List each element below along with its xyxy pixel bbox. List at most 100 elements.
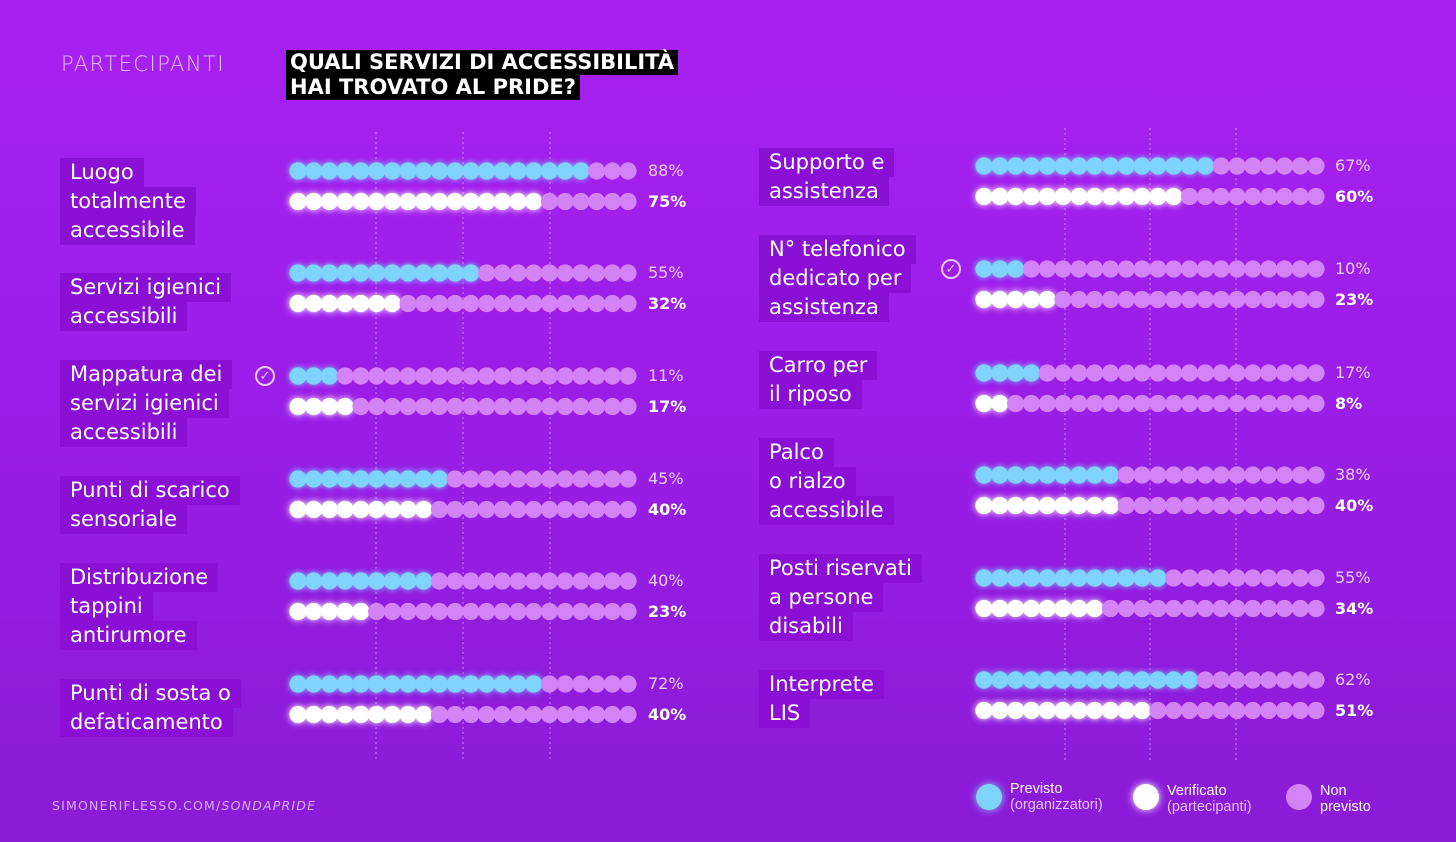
verificato-dot: [383, 705, 401, 724]
verificato-dot: [305, 397, 323, 416]
non-previsto-dot: [1244, 701, 1262, 720]
previsto-dot: [1038, 569, 1056, 587]
previsto-dot: [383, 264, 401, 282]
non-previsto-dot: [1133, 496, 1151, 515]
non-previsto-dot: [1307, 496, 1325, 515]
verificato-percentage: 40%: [1335, 495, 1374, 515]
previsto-dot: [305, 367, 323, 385]
verificato-dot: [368, 294, 386, 313]
non-previsto-dot: [603, 367, 621, 385]
category-label: Interprete LIS: [759, 670, 884, 728]
non-previsto-dot: [1307, 671, 1325, 689]
non-previsto-dot: [1038, 260, 1056, 278]
non-previsto-dot: [478, 602, 496, 621]
non-previsto-dot: [556, 367, 574, 385]
previsto-dot: [446, 264, 464, 282]
verificato-percentage: 32%: [648, 293, 687, 313]
category-label-line: il riposo: [759, 380, 862, 409]
non-previsto-dot: [415, 367, 433, 385]
non-previsto-dot: [556, 264, 574, 282]
verificato-dot: [991, 187, 1009, 206]
verificato-dot: [305, 602, 323, 621]
verificato-dot: [1070, 701, 1088, 720]
non-previsto-dot: [1086, 260, 1104, 278]
previsto-dot: [320, 367, 338, 385]
non-previsto-dot: [1275, 701, 1293, 720]
non-previsto-dot: [509, 264, 527, 282]
verificato-dot: [1054, 599, 1072, 618]
previsto-dot: [446, 675, 464, 693]
non-previsto-dot: [619, 192, 637, 211]
previsto-dot: [1165, 671, 1183, 689]
category-label: Posti riservati a persone disabili: [759, 554, 922, 641]
non-previsto-dot: [603, 470, 621, 488]
non-previsto-dot: [619, 500, 637, 519]
non-previsto-dot: [1291, 157, 1309, 175]
non-previsto-dot: [1212, 394, 1230, 413]
non-previsto-dot: [1275, 496, 1293, 515]
non-previsto-dot: [588, 602, 606, 621]
non-previsto-dot: [446, 705, 464, 724]
non-previsto-dot: [1307, 466, 1325, 484]
non-previsto-dot: [1101, 599, 1120, 618]
verificato-percentage: 40%: [648, 704, 687, 724]
non-previsto-dot: [509, 602, 527, 621]
non-previsto-dot: [1244, 671, 1262, 689]
previsto-dot: [1070, 157, 1088, 175]
verificato-percentage: 60%: [1335, 186, 1374, 206]
non-previsto-dot: [1228, 569, 1246, 587]
non-previsto-dot: [1291, 290, 1309, 309]
previsto-dot: [336, 470, 354, 488]
non-previsto-dot: [430, 572, 448, 590]
non-previsto-dot: [1275, 569, 1293, 587]
previsto-dot: [1054, 157, 1072, 175]
non-previsto-dot: [588, 572, 606, 590]
category-label-line: assistenza: [759, 293, 889, 322]
non-previsto-dot: [525, 294, 543, 313]
non-previsto-dot: [1133, 394, 1151, 413]
non-previsto-dot: [1086, 394, 1104, 413]
non-previsto-dot: [1165, 364, 1183, 382]
non-previsto-dot: [368, 397, 386, 416]
previsto-dot: [352, 162, 370, 180]
non-previsto-dot: [556, 705, 574, 724]
previsto-dot: [305, 264, 323, 282]
non-previsto-dot: [1244, 569, 1262, 587]
non-previsto-dot: [619, 162, 637, 180]
non-previsto-dot: [1101, 260, 1120, 278]
non-previsto-dot: [1275, 599, 1293, 618]
previsto-dot: [415, 572, 433, 590]
non-previsto-dot: [1149, 290, 1167, 309]
previsto-percentage: 55%: [1335, 568, 1371, 587]
non-previsto-dot: [1260, 394, 1278, 413]
non-previsto-dot: [1212, 496, 1230, 515]
non-previsto-dot: [1133, 260, 1151, 278]
previsto-dot: [1007, 260, 1025, 278]
non-previsto-dot: [1275, 157, 1293, 175]
previsto-dot: [1022, 364, 1040, 382]
verificato-dot: [1007, 496, 1025, 515]
verificato-dot: [305, 500, 323, 519]
section-label: PARTECIPANTI: [61, 52, 226, 76]
previsto-dot: [991, 569, 1009, 587]
non-previsto-dot: [588, 162, 606, 180]
previsto-dot: [1038, 671, 1056, 689]
previsto-dot: [305, 162, 323, 180]
non-previsto-dot: [462, 367, 480, 385]
non-previsto-dot: [1244, 364, 1262, 382]
verificato-dot: [383, 192, 401, 211]
previsto-dot: [430, 470, 448, 488]
non-previsto-dot: [1101, 394, 1120, 413]
non-previsto-dot: [383, 367, 401, 385]
non-previsto-dot: [540, 397, 559, 416]
previsto-dot: [975, 364, 993, 382]
non-previsto-dot: [1212, 364, 1230, 382]
verificato-percentage: 17%: [648, 396, 687, 416]
verificato-dot: [1007, 290, 1025, 309]
footer-site: SIMONERIFLESSO.COM/: [52, 798, 222, 813]
non-previsto-dot: [1244, 496, 1262, 515]
non-previsto-dot: [1117, 290, 1135, 309]
previsto-dot: [1165, 157, 1183, 175]
verificato-dot: [368, 192, 386, 211]
previsto-dot: [1070, 466, 1088, 484]
